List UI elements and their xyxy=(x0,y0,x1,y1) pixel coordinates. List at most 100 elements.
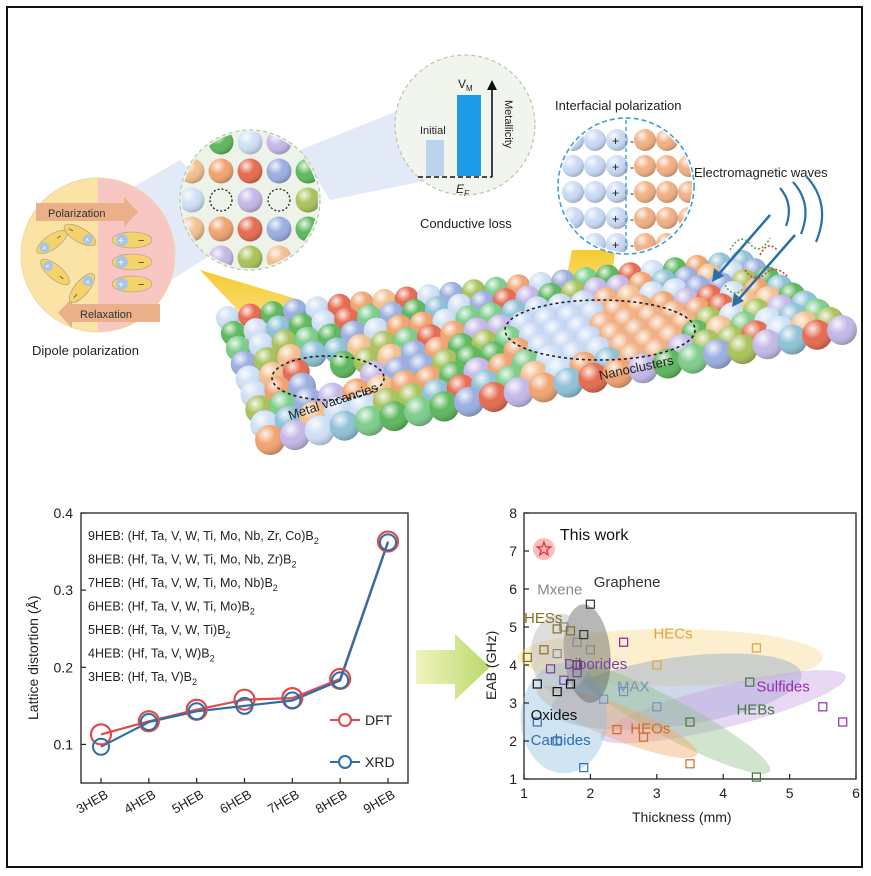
literature-point xyxy=(751,643,762,653)
atom-shading xyxy=(562,129,584,151)
atom-shading xyxy=(606,181,628,203)
left-x-tick-label: 8HEB xyxy=(313,787,350,817)
right-x-tick-label: 4 xyxy=(719,785,727,801)
atom-shading xyxy=(404,396,435,427)
em-ray-1 xyxy=(717,214,771,276)
group-label-carbides: Carbides xyxy=(531,732,591,749)
literature-point xyxy=(572,637,582,647)
atom-shading xyxy=(606,129,628,151)
dipole-polarization-title: Dipole polarization xyxy=(32,343,139,358)
literature-point xyxy=(579,629,589,640)
lattice-distortion-chart: 0.1 0.2 0.3 0.4 3HEB 4HEB 5HEB 6HEB 7HEB 8HEB 9HEB… xyxy=(25,505,409,817)
atom-shading xyxy=(634,181,656,203)
group-label-max: MAX xyxy=(617,679,650,696)
relaxation-arrow xyxy=(58,298,160,328)
atom-shading xyxy=(237,132,263,155)
point-xrd xyxy=(235,696,254,715)
atom-shading xyxy=(429,391,460,422)
nanocluster-region xyxy=(504,299,696,361)
literature-point xyxy=(552,624,562,634)
group-label-mxene: Mxene xyxy=(537,582,582,599)
vacancy-zoom-panel xyxy=(179,129,321,271)
right-y-axis-label: EAB (GHz) xyxy=(483,631,499,700)
literature-point xyxy=(572,667,582,678)
plus-charge: + xyxy=(612,160,619,174)
atom-shading xyxy=(802,319,833,350)
literature-point xyxy=(838,717,848,727)
atom-shading xyxy=(208,158,234,184)
left-y-tick-label: 0.4 xyxy=(54,505,74,521)
polarization-arrow xyxy=(36,197,138,227)
initial-bar xyxy=(426,140,444,176)
atom-shading xyxy=(255,425,285,455)
wave-arc-1 xyxy=(779,187,791,227)
atom-shading xyxy=(606,155,628,177)
category-region xyxy=(530,613,591,694)
initial-label: Initial xyxy=(420,125,446,137)
atom-shading xyxy=(528,372,559,403)
atom-shading xyxy=(237,187,263,213)
lattice-slab xyxy=(216,250,857,455)
atom-shading xyxy=(752,329,783,360)
literature-point xyxy=(585,599,596,609)
atom-shading xyxy=(266,216,292,242)
svg-text:−: − xyxy=(138,235,144,247)
point-dft xyxy=(376,530,400,553)
left-x-tick-label: 9HEB xyxy=(361,787,398,817)
right-x-tick-label: 2 xyxy=(587,785,595,801)
vacancy-region xyxy=(271,355,385,401)
this-work-star xyxy=(535,540,553,557)
atom-shading xyxy=(562,155,584,177)
atom-shading xyxy=(656,155,678,177)
atom-shading xyxy=(656,207,678,229)
right-y-tick-label: 8 xyxy=(509,505,517,521)
left-x-tick-label: 4HEB xyxy=(121,787,158,817)
right-plot-frame xyxy=(523,512,857,780)
atom-shading xyxy=(454,386,484,417)
atom-shading xyxy=(678,181,692,203)
literature-point xyxy=(599,694,609,704)
conductive-loss-panel: Initial VM Metallicity EF Conductive los… xyxy=(394,54,536,231)
atom-shading xyxy=(478,382,509,412)
svg-text:−: − xyxy=(54,231,64,242)
right-x-tick-label: 1 xyxy=(520,785,528,801)
right-y-tick-label: 2 xyxy=(509,733,517,749)
literature-point xyxy=(579,762,589,773)
atom-shading xyxy=(634,155,656,177)
point-dft xyxy=(233,688,256,711)
wave-arc-3 xyxy=(805,175,824,243)
literature-point xyxy=(585,645,596,655)
right-x-axis-label: Thickness (mm) xyxy=(632,809,732,825)
point-dft xyxy=(137,710,160,733)
atom-shading xyxy=(237,158,263,184)
plus-charge: + xyxy=(612,212,619,226)
formula-annotation: 9HEB: (Hf, Ta, V, W, Ti, Mo, Nb, Zr, Co)… xyxy=(88,529,319,546)
atom-shading xyxy=(678,233,692,252)
electromagnetic-waves-title: Electromagnetic waves xyxy=(694,165,828,180)
plus-charge: + xyxy=(612,186,619,200)
legend-dft: DFT xyxy=(365,712,393,728)
vm-label: VM xyxy=(458,77,473,93)
figure-frame xyxy=(6,6,863,868)
literature-point xyxy=(552,686,562,697)
minus-charge: - xyxy=(630,160,634,174)
atom-shading xyxy=(553,367,584,398)
atom-shading xyxy=(606,233,628,252)
svg-text:+: + xyxy=(118,258,124,269)
right-y-tick-label: 3 xyxy=(509,695,517,711)
atom-shading xyxy=(279,420,310,451)
formula-annotation: 4HEB: (Hf, Ta, V, W)B2 xyxy=(88,647,215,664)
point-xrd xyxy=(379,533,397,552)
atom-shading xyxy=(702,338,733,369)
aligned-dipoles: + − + − + − xyxy=(111,231,153,293)
svg-text:−: − xyxy=(138,279,144,291)
minus-charge: - xyxy=(630,212,634,226)
plus-charge: + xyxy=(612,134,619,148)
atom-shading xyxy=(677,343,708,374)
point-xrd xyxy=(139,713,158,732)
point-dft xyxy=(89,723,113,746)
atom-shading xyxy=(300,340,327,367)
left-y-tick-label: 0.3 xyxy=(54,582,74,598)
atom-shading xyxy=(584,207,606,229)
